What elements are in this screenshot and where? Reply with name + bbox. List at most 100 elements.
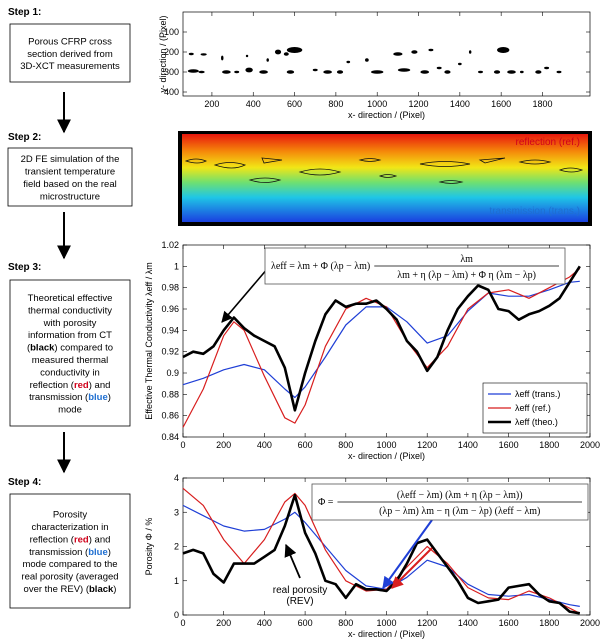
annotation: (REV): [286, 596, 313, 607]
step-title: Step 4:: [8, 477, 41, 488]
x-tick-label: 1800: [532, 99, 552, 109]
y-tick-label: 2: [174, 542, 179, 552]
step-text: over the REV) (black): [24, 584, 117, 595]
y-axis-label: y- direction / (Pixel): [158, 15, 168, 92]
x-tick-label: 1000: [376, 618, 396, 628]
pore: [437, 67, 442, 69]
step-text-run: transmission (: [29, 392, 89, 403]
formula-lhs: Φ =: [318, 497, 334, 508]
step-text: transmission (blue): [29, 547, 111, 558]
y-axis-label: Effective Thermal Conductivity λeff / λm: [144, 262, 154, 420]
x-tick-label: 1400: [458, 440, 478, 450]
step-text: section derived from: [27, 49, 113, 60]
y-tick-label: 0.96: [161, 304, 179, 314]
pore: [365, 58, 369, 62]
x-tick-label: 1000: [376, 440, 396, 450]
pore: [497, 47, 509, 53]
x-tick-label: 1200: [417, 440, 437, 450]
step-text-run: ) compared to: [54, 343, 113, 354]
formula-numerator: λm: [460, 254, 473, 265]
pore: [245, 68, 252, 73]
step-text-run: reflection (: [30, 534, 75, 545]
step-text-run: ): [108, 547, 111, 558]
step-text-run: ) and: [89, 534, 111, 545]
y-tick-label: 0.86: [161, 411, 179, 421]
step-text-run: over the REV) (: [24, 584, 90, 595]
x-tick-label: 1600: [499, 618, 519, 628]
formula-denominator: (λp − λm) λm − η (λm − λp) (λeff − λm): [379, 506, 540, 517]
pore: [221, 56, 223, 61]
formula-lhs: λeff = λm + Φ (λp − λm): [271, 261, 370, 272]
x-tick-label: 400: [257, 440, 272, 450]
x-tick-label: 400: [257, 618, 272, 628]
pore: [544, 67, 549, 69]
pore: [275, 50, 281, 55]
step-text: measured thermal: [32, 355, 109, 366]
step-text: 3D-XCT measurements: [20, 61, 120, 72]
formula-denominator: λm + η (λp − λm) + Φ η (λm − λp): [397, 270, 536, 281]
pore: [428, 49, 433, 51]
x-tick-label: 400: [246, 99, 261, 109]
y-tick-label: 3: [174, 507, 179, 517]
x-tick-label: 0: [180, 618, 185, 628]
step-text: (black) compared to: [27, 343, 113, 354]
x-tick-label: 1400: [458, 618, 478, 628]
pore: [201, 53, 207, 55]
step-title: Step 2:: [8, 132, 41, 143]
x-axis-label: x- direction / (Pixel): [348, 451, 425, 461]
y-tick-label: 1: [174, 576, 179, 586]
y-tick-label: 0.84: [161, 432, 179, 442]
figure: reflection (ref.) transmission (trans.) …: [0, 0, 601, 643]
legend-label: λeff (ref.): [515, 403, 551, 413]
y-tick-label: 0.92: [161, 347, 179, 357]
x-tick-label: 1200: [417, 618, 437, 628]
annotation: real porosity: [273, 585, 327, 596]
step-text-run: red: [74, 534, 89, 545]
step-text: information from CT: [28, 330, 112, 341]
pore: [287, 47, 302, 53]
pore: [266, 58, 268, 62]
y-tick-label: 1: [174, 261, 179, 271]
pore: [557, 71, 562, 73]
step-text: field based on the real: [23, 179, 116, 190]
x-tick-label: 200: [216, 440, 231, 450]
y-tick-label: 0.98: [161, 283, 179, 293]
step-text: thermal conductivity: [28, 305, 112, 316]
step-text: mode compared to the: [22, 559, 117, 570]
pore: [189, 53, 194, 55]
step-text: with porosity: [43, 318, 97, 329]
x-tick-label: 800: [328, 99, 343, 109]
reflection-label: reflection (ref.): [516, 137, 580, 148]
step-text: Theoretical effective: [28, 293, 113, 304]
pore: [337, 70, 343, 74]
legend-label: λeff (trans.): [515, 389, 560, 399]
step-text: mode: [58, 405, 82, 416]
formula-numerator: (λeff − λm) (λm + η (λp − λm)): [397, 490, 523, 501]
pore: [259, 70, 268, 74]
pore: [398, 68, 410, 72]
x-tick-label: 1600: [491, 99, 511, 109]
step-text: real porosity (averaged: [21, 572, 118, 583]
step-text: conductivity in: [40, 367, 100, 378]
y-tick-label: 0.94: [161, 325, 179, 335]
pore: [222, 70, 231, 74]
x-tick-label: 800: [338, 440, 353, 450]
step-title: Step 1:: [8, 7, 41, 18]
step-text: Porosity: [53, 510, 88, 521]
pore: [478, 71, 483, 73]
y-tick-label: 0.9: [166, 368, 179, 378]
step-text: Porous CFRP cross: [28, 36, 112, 47]
step-text: 2D FE simulation of the: [21, 154, 120, 165]
x-axis-label: x- direction / (Pixel): [348, 629, 425, 639]
x-tick-label: 1800: [539, 440, 559, 450]
step-text: reflection (red) and: [30, 534, 111, 545]
y-axis-label: Porosity Φ / %: [144, 518, 154, 576]
pore: [507, 70, 516, 74]
step-text: microstructure: [40, 191, 100, 202]
step-text: transmission (blue): [29, 392, 111, 403]
step-text: characterization in: [31, 522, 108, 533]
step-title: Step 3:: [8, 262, 41, 273]
step-text-run: blue: [88, 392, 108, 403]
step-text-run: black: [30, 343, 55, 354]
x-tick-label: 1600: [499, 440, 519, 450]
